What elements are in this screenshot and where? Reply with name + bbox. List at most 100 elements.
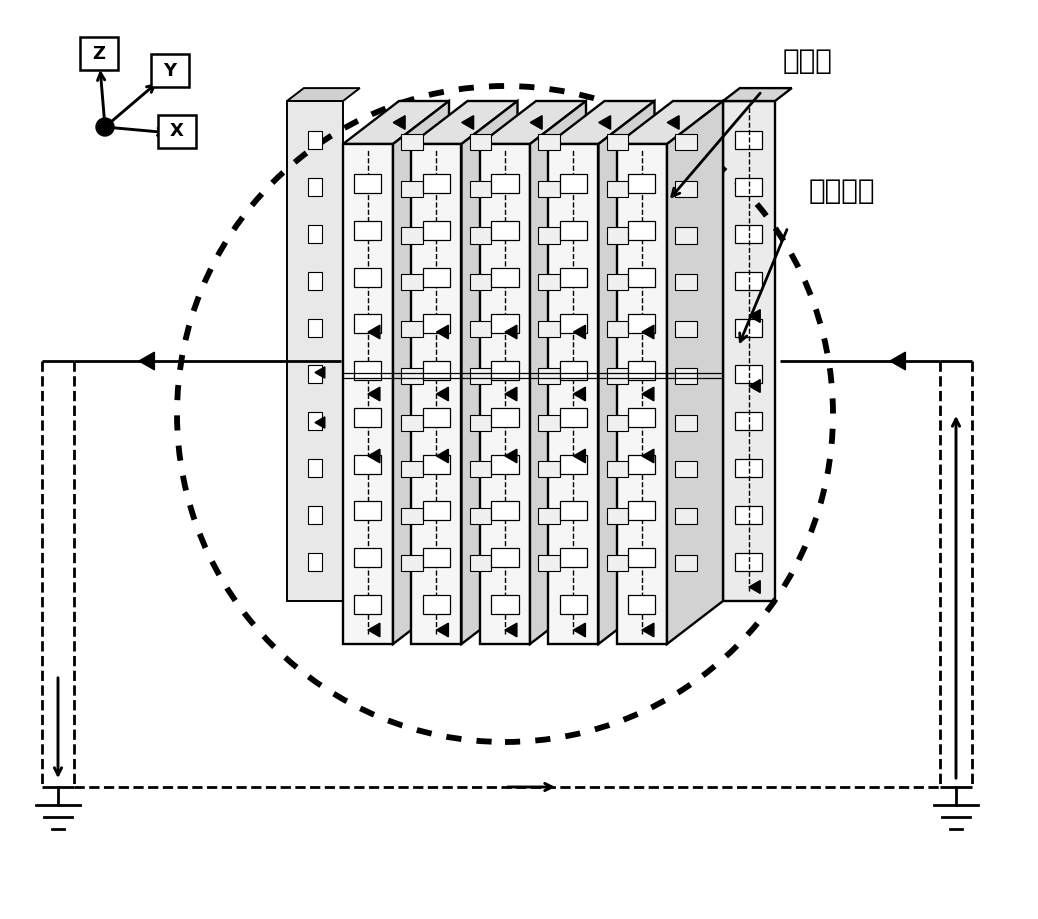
Text: Y: Y bbox=[163, 62, 176, 80]
Bar bbox=[628, 314, 656, 334]
Polygon shape bbox=[437, 623, 448, 637]
Bar bbox=[676, 134, 696, 150]
Polygon shape bbox=[368, 449, 380, 463]
Bar bbox=[628, 361, 656, 380]
Polygon shape bbox=[574, 387, 585, 401]
Bar bbox=[607, 227, 628, 244]
Polygon shape bbox=[343, 101, 449, 144]
Bar bbox=[492, 361, 519, 380]
Polygon shape bbox=[599, 101, 655, 644]
Bar bbox=[539, 134, 559, 150]
Bar bbox=[559, 549, 588, 567]
Polygon shape bbox=[286, 88, 360, 101]
Polygon shape bbox=[315, 417, 325, 428]
Bar bbox=[736, 272, 763, 289]
Bar bbox=[736, 178, 763, 196]
Polygon shape bbox=[480, 144, 530, 644]
Bar bbox=[402, 414, 424, 431]
Polygon shape bbox=[749, 310, 760, 323]
Polygon shape bbox=[890, 352, 905, 369]
Bar bbox=[308, 319, 322, 336]
Bar bbox=[492, 267, 519, 287]
Polygon shape bbox=[437, 325, 448, 339]
Polygon shape bbox=[667, 116, 679, 130]
Bar bbox=[539, 555, 559, 571]
Bar bbox=[424, 549, 450, 567]
Bar bbox=[676, 274, 696, 290]
Bar bbox=[424, 408, 450, 427]
Bar bbox=[492, 502, 519, 520]
Bar bbox=[355, 174, 382, 193]
Polygon shape bbox=[617, 144, 667, 644]
Bar bbox=[424, 221, 450, 240]
Bar bbox=[492, 595, 519, 614]
Bar bbox=[539, 227, 559, 244]
Bar bbox=[559, 221, 588, 240]
Bar bbox=[355, 595, 382, 614]
Bar bbox=[424, 267, 450, 287]
Polygon shape bbox=[437, 387, 448, 401]
Bar bbox=[470, 508, 492, 524]
Bar bbox=[308, 460, 322, 477]
Bar bbox=[539, 181, 559, 197]
Bar bbox=[559, 361, 588, 380]
Polygon shape bbox=[343, 144, 393, 644]
Polygon shape bbox=[411, 144, 462, 644]
Polygon shape bbox=[437, 449, 448, 463]
Bar bbox=[355, 502, 382, 520]
Bar bbox=[492, 174, 519, 193]
Bar bbox=[470, 274, 492, 290]
Bar bbox=[308, 413, 322, 430]
Polygon shape bbox=[368, 325, 380, 339]
Polygon shape bbox=[530, 116, 542, 130]
Text: X: X bbox=[170, 122, 184, 141]
Bar bbox=[470, 368, 492, 384]
Polygon shape bbox=[574, 623, 585, 637]
Bar bbox=[492, 221, 519, 240]
Bar bbox=[308, 272, 322, 289]
Bar bbox=[492, 549, 519, 567]
Bar bbox=[539, 461, 559, 478]
Polygon shape bbox=[574, 325, 585, 339]
Bar bbox=[151, 54, 189, 87]
Polygon shape bbox=[617, 101, 723, 144]
Polygon shape bbox=[723, 101, 775, 601]
Bar bbox=[607, 461, 628, 478]
Bar bbox=[628, 174, 656, 193]
Bar bbox=[607, 321, 628, 337]
Bar bbox=[80, 37, 118, 70]
Bar bbox=[736, 413, 763, 430]
Bar bbox=[402, 134, 424, 150]
Bar bbox=[492, 455, 519, 473]
Bar bbox=[539, 321, 559, 337]
Polygon shape bbox=[723, 88, 792, 101]
Polygon shape bbox=[286, 101, 343, 601]
Bar bbox=[628, 549, 656, 567]
Bar bbox=[424, 361, 450, 380]
Polygon shape bbox=[548, 144, 599, 644]
Bar bbox=[676, 321, 696, 337]
Bar bbox=[736, 131, 763, 149]
Bar bbox=[539, 274, 559, 290]
Bar bbox=[628, 455, 656, 473]
Bar bbox=[424, 314, 450, 334]
Polygon shape bbox=[506, 325, 517, 339]
Bar bbox=[158, 115, 196, 148]
Bar bbox=[607, 134, 628, 150]
Bar bbox=[355, 455, 382, 473]
Bar bbox=[402, 181, 424, 197]
Polygon shape bbox=[749, 380, 760, 392]
Bar bbox=[676, 555, 696, 571]
Polygon shape bbox=[315, 367, 325, 378]
Bar bbox=[402, 555, 424, 571]
Bar bbox=[628, 408, 656, 427]
Bar bbox=[470, 321, 492, 337]
Bar bbox=[424, 595, 450, 614]
Bar bbox=[676, 414, 696, 431]
Bar bbox=[539, 508, 559, 524]
Bar bbox=[308, 366, 322, 383]
Polygon shape bbox=[574, 449, 585, 463]
Bar bbox=[402, 368, 424, 384]
Polygon shape bbox=[641, 449, 654, 463]
Bar bbox=[736, 319, 763, 336]
